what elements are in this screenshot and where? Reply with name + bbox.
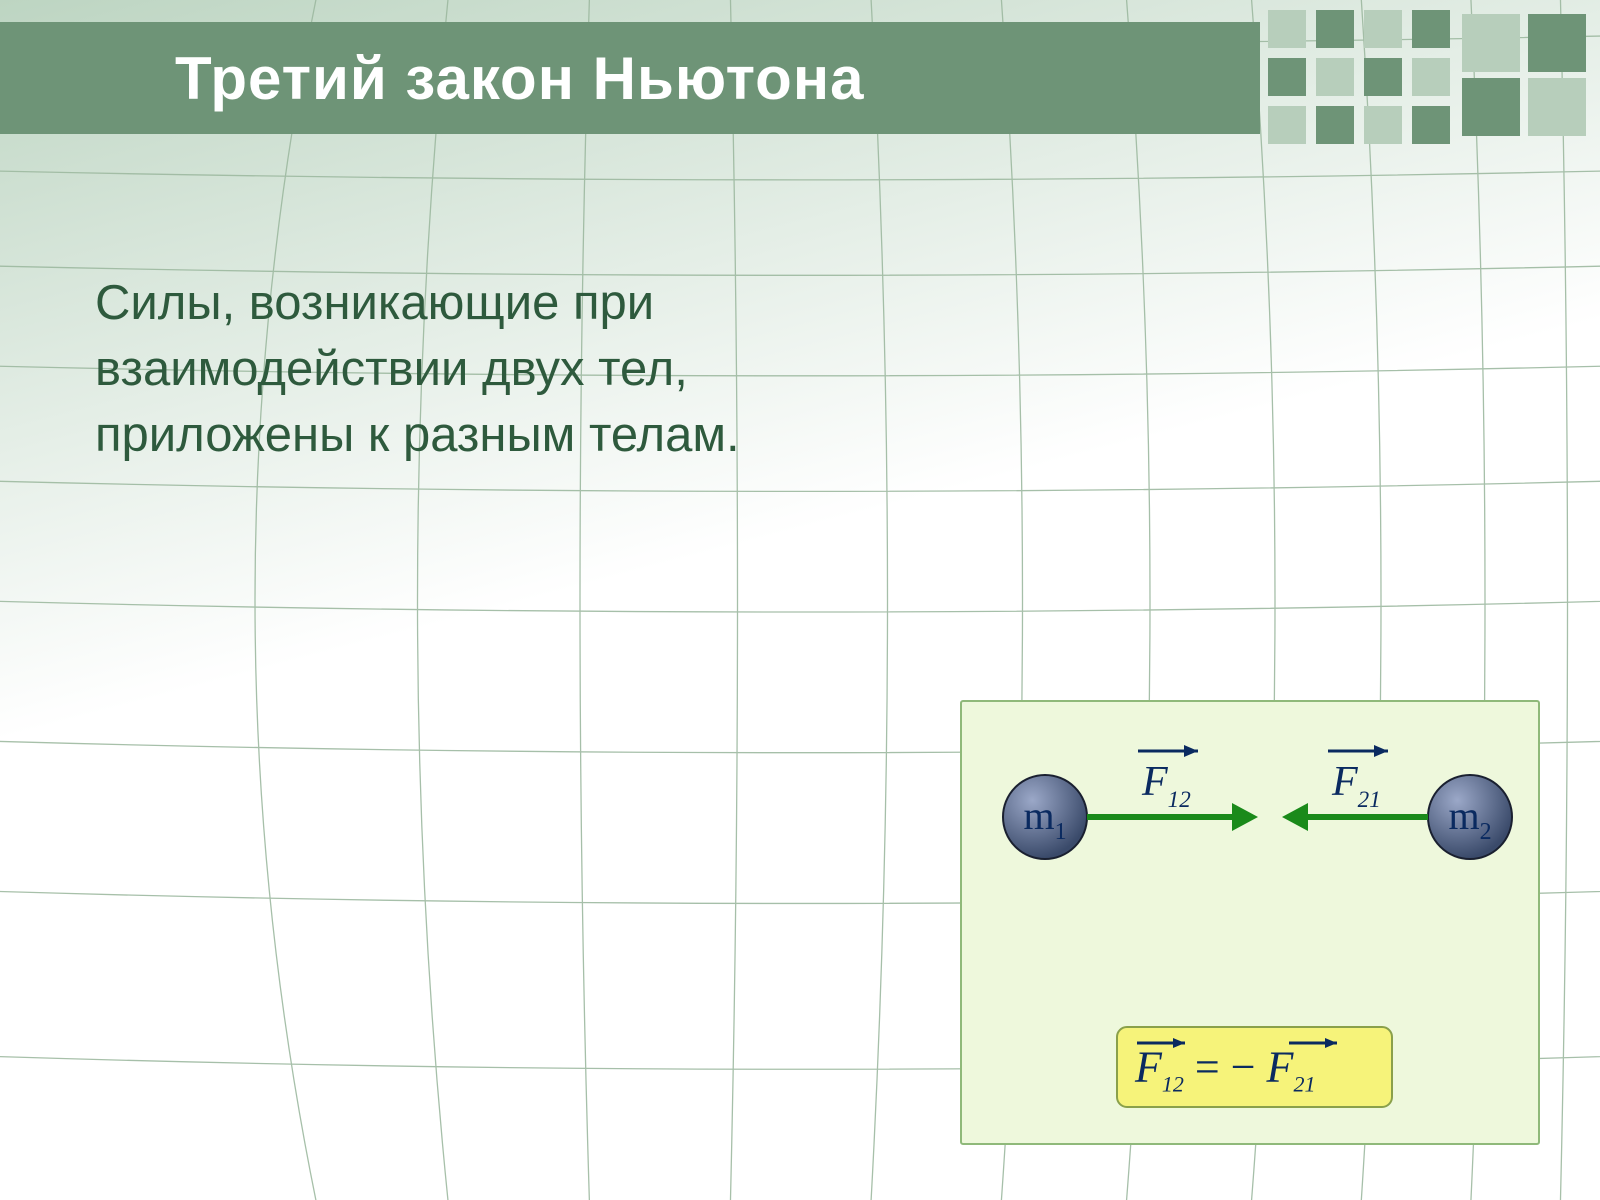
decorative-square (1268, 10, 1306, 48)
diagram-svg: m1m2F12F21F12 = − F21 (962, 702, 1542, 1147)
newton-diagram: m1m2F12F21F12 = − F21 (960, 700, 1540, 1145)
decorative-square (1364, 106, 1402, 144)
decorative-square (1462, 14, 1520, 72)
decorative-square (1316, 106, 1354, 144)
title-bar: Третий закон Ньютона (0, 22, 1260, 134)
force-label-f21: F21 (1331, 759, 1381, 812)
decorative-square (1316, 10, 1354, 48)
decorative-square (1268, 58, 1306, 96)
decorative-square (1462, 78, 1520, 136)
slide-title: Третий закон Ньютона (175, 44, 864, 113)
decorative-square (1364, 10, 1402, 48)
decorative-square (1528, 14, 1586, 72)
body-text: Силы, возникающие при взаимодействии дву… (95, 270, 835, 468)
decorative-square (1412, 10, 1450, 48)
force-f21-head (1282, 803, 1308, 831)
decorative-square (1412, 106, 1450, 144)
force-f12-head (1232, 803, 1258, 831)
decorative-square (1316, 58, 1354, 96)
decorative-square (1364, 58, 1402, 96)
decorative-square (1528, 78, 1586, 136)
decorative-square (1412, 58, 1450, 96)
slide: Третий закон Ньютона Силы, возникающие п… (0, 0, 1600, 1200)
decorative-square (1268, 106, 1306, 144)
force-label-f12: F12 (1141, 759, 1191, 812)
equation-text: F12 = − F21 (1134, 1042, 1315, 1096)
